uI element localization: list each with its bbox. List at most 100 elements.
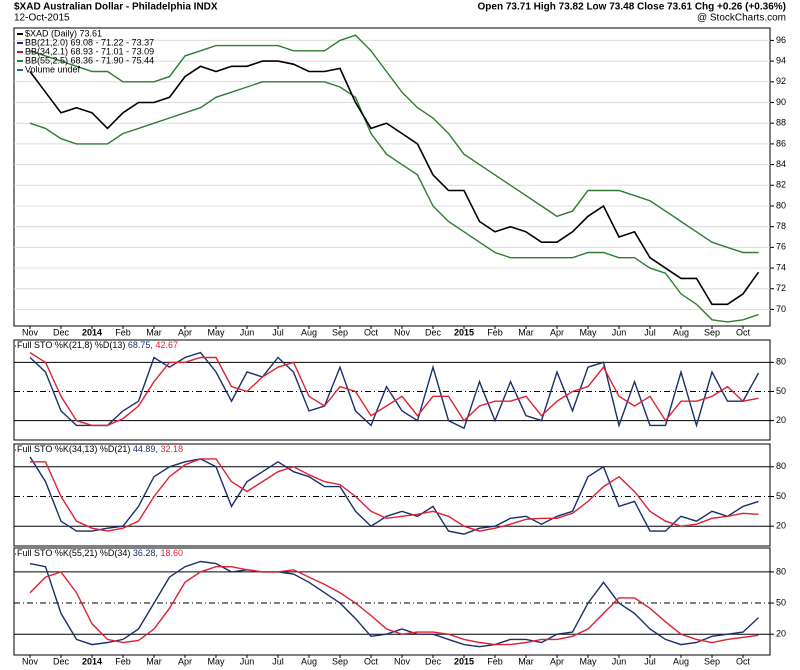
y-tick-label: 80 — [776, 357, 786, 367]
y-tick-label: 84 — [776, 159, 786, 169]
x-tick-label: 2014 — [82, 327, 102, 337]
legend-label: BB(21,2.0) 69.08 - 71.22 - 73.37 — [25, 37, 154, 47]
x-tick-label: Mar — [146, 656, 162, 666]
x-tick-label: Nov — [22, 327, 39, 337]
y-tick-label: 82 — [776, 180, 786, 190]
panel — [13, 27, 771, 327]
series-line — [29, 566, 759, 646]
y-tick-label: 20 — [776, 629, 786, 639]
x-tick-label: Mar — [518, 327, 534, 337]
x-tick-label: Mar — [518, 656, 534, 666]
x-tick-label: Jun — [240, 327, 255, 337]
x-tick-label: Nov — [394, 656, 411, 666]
panel — [13, 339, 771, 441]
series-line — [30, 458, 759, 532]
x-tick-label: Mar — [146, 327, 162, 337]
y-tick-label: 88 — [776, 118, 786, 128]
y-tick-label: 70 — [776, 304, 786, 314]
y-tick-label: 20 — [776, 415, 786, 425]
panel — [13, 443, 771, 547]
y-tick-label: 50 — [776, 386, 786, 396]
x-tick-label: Aug — [301, 656, 317, 666]
x-tick-label: 2014 — [82, 656, 102, 666]
panel-title-text: Full STO %K(55,21) %D(34) — [17, 548, 130, 558]
x-tick-label: Aug — [673, 656, 689, 666]
x-tick-label: Jun — [240, 656, 255, 666]
readout: 36.28, — [133, 548, 158, 558]
series-line — [29, 456, 759, 535]
y-tick-label: 50 — [776, 597, 786, 607]
legend-label: BB(34,2.1) 68.93 - 71.01 - 73.09 — [25, 46, 154, 56]
y-tick-label: 86 — [776, 138, 786, 148]
y-tick-label: 94 — [776, 55, 786, 65]
x-tick-label: Sep — [332, 327, 348, 337]
y-tick-label: 20 — [776, 521, 786, 531]
y-tick-label: 80 — [776, 461, 786, 471]
credit: @ StockCharts.com — [697, 13, 786, 24]
chart-title: $XAD Australian Dollar - Philadelphia IN… — [14, 2, 218, 13]
x-tick-label: Feb — [115, 656, 131, 666]
panel-title-text: Full STO %K(34,13) %D(21) — [17, 444, 130, 454]
y-tick-label: 76 — [776, 242, 786, 252]
x-tick-label: Apr — [178, 656, 192, 666]
legend-label: Volume undef — [25, 64, 81, 74]
x-tick-label: Dec — [53, 327, 70, 337]
x-tick-label: Aug — [673, 327, 689, 337]
x-tick-label: Oct — [364, 656, 379, 666]
x-tick-label: Oct — [736, 656, 751, 666]
x-tick-label: Nov — [22, 656, 39, 666]
x-tick-label: Feb — [115, 327, 131, 337]
x-tick-label: 2015 — [454, 656, 474, 666]
x-tick-label: Jul — [272, 327, 284, 337]
legend-label: $XAD (Daily) 73.61 — [25, 28, 102, 38]
panel-title: Full STO %K(21,8) %D(13) 68.75, 42.67 — [17, 340, 178, 350]
y-tick-label: 80 — [776, 566, 786, 576]
x-tick-label: Feb — [487, 656, 503, 666]
quote: Open 73.71 High 73.82 Low 73.48 Close 73… — [478, 2, 786, 13]
x-tick-label: Oct — [364, 327, 379, 337]
readout: 32.18 — [160, 444, 183, 454]
y-tick-label: 80 — [776, 200, 786, 210]
x-tick-label: Jul — [272, 656, 284, 666]
x-tick-label: Jul — [644, 656, 656, 666]
series-line — [29, 81, 759, 323]
chart-date: 12-Oct-2015 — [14, 13, 70, 24]
x-tick-label: May — [579, 327, 597, 337]
x-tick-label: Oct — [736, 327, 751, 337]
legend-label: BB(55,2.5) 68.36 - 71.90 - 75.44 — [25, 55, 154, 65]
x-tick-label: Feb — [487, 327, 503, 337]
x-tick-label: Jul — [644, 327, 656, 337]
x-tick-label: May — [579, 656, 597, 666]
x-tick-label: Sep — [704, 656, 720, 666]
x-tick-label: Jun — [612, 327, 627, 337]
readout: 68.75, — [128, 340, 153, 350]
y-tick-label: 50 — [776, 491, 786, 501]
y-tick-label: 96 — [776, 35, 786, 45]
series-line — [29, 60, 760, 306]
readout: 18.60 — [160, 548, 183, 558]
readout: 42.67 — [155, 340, 178, 350]
x-tick-label: Nov — [394, 327, 411, 337]
x-tick-label: May — [207, 656, 225, 666]
x-tick-label: Apr — [550, 327, 564, 337]
y-tick-label: 78 — [776, 221, 786, 231]
panel — [13, 547, 771, 656]
readout: 44.89, — [133, 444, 158, 454]
panel-title-text: Full STO %K(21,8) %D(13) — [17, 340, 125, 350]
y-tick-label: 90 — [776, 97, 786, 107]
x-tick-label: Sep — [704, 327, 720, 337]
x-tick-label: Dec — [425, 656, 442, 666]
y-tick-label: 92 — [776, 76, 786, 86]
x-tick-label: Jun — [612, 656, 627, 666]
panel-title: Full STO %K(34,13) %D(21) 44.89, 32.18 — [17, 444, 183, 454]
x-tick-label: Apr — [178, 327, 192, 337]
panel-title: Full STO %K(55,21) %D(34) 36.28, 18.60 — [17, 548, 183, 558]
x-tick-label: Dec — [53, 656, 70, 666]
x-tick-label: Dec — [425, 327, 442, 337]
y-tick-label: 74 — [776, 262, 786, 272]
x-tick-label: Aug — [301, 327, 317, 337]
x-tick-label: May — [207, 327, 225, 337]
y-tick-label: 72 — [776, 283, 786, 293]
x-tick-label: Sep — [332, 656, 348, 666]
